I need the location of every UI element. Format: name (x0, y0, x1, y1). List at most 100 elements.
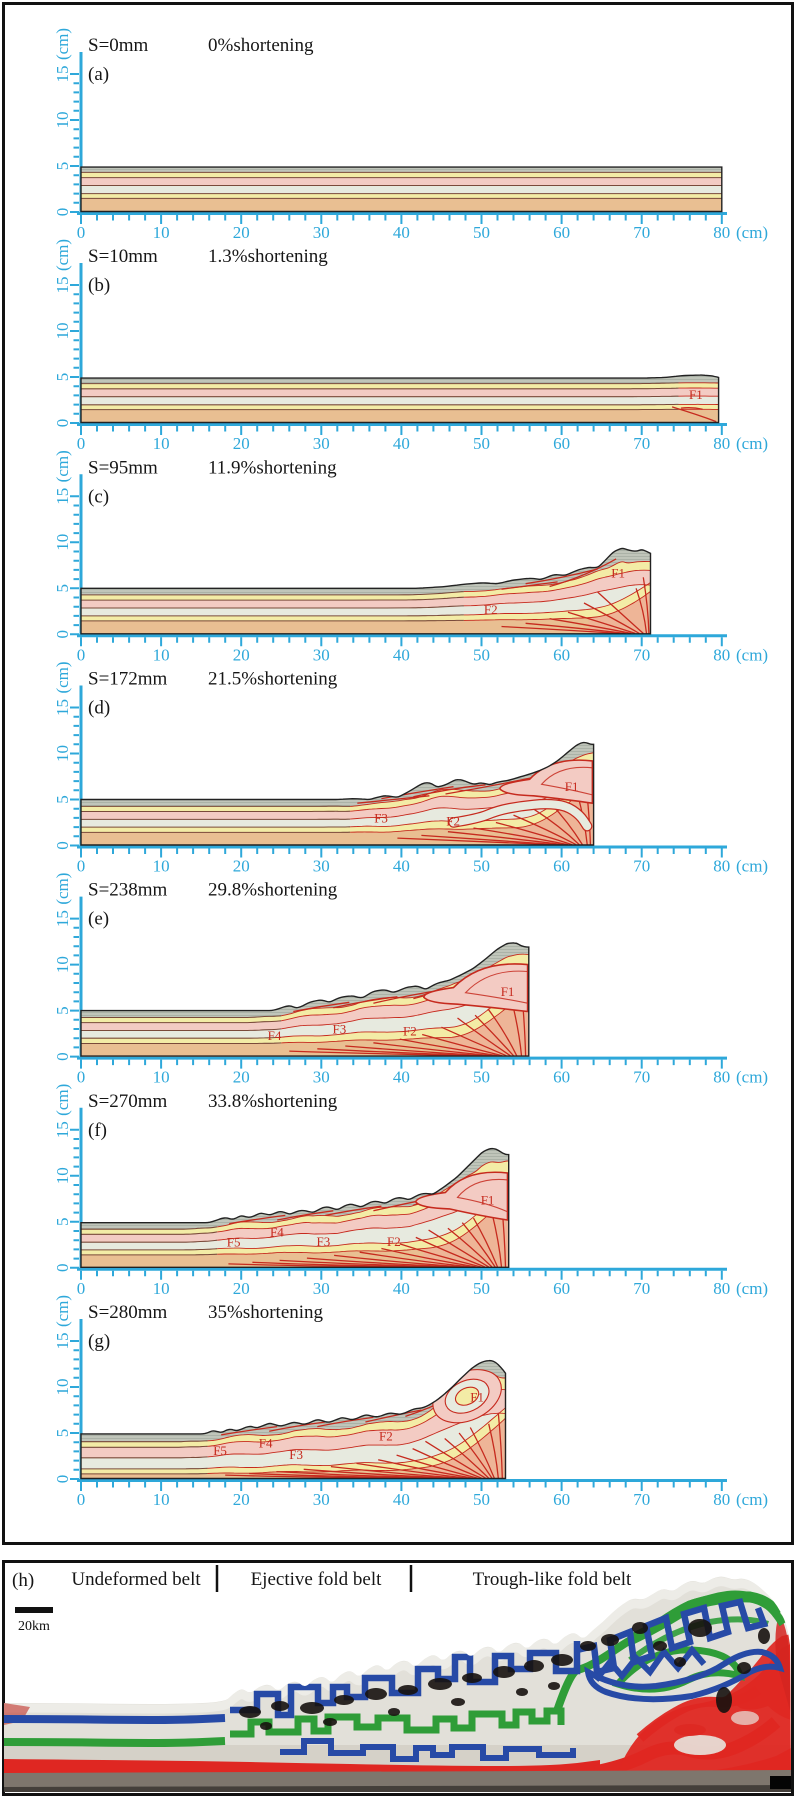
svg-text:(cm): (cm) (736, 1068, 768, 1087)
svg-text:15: 15 (53, 488, 72, 505)
svg-text:80: 80 (713, 857, 730, 876)
svg-text:80: 80 (713, 1279, 730, 1298)
svg-text:(cm): (cm) (736, 645, 768, 664)
svg-text:60: 60 (553, 434, 570, 453)
svg-text:F1: F1 (611, 565, 625, 580)
svg-text:40: 40 (393, 1068, 410, 1087)
svg-text:(cm): (cm) (53, 661, 72, 693)
svg-text:30: 30 (313, 223, 330, 242)
svg-text:(cm): (cm) (53, 450, 72, 482)
svg-text:10: 10 (53, 534, 72, 551)
svg-text:40: 40 (393, 1279, 410, 1298)
svg-text:70: 70 (633, 1490, 650, 1509)
svg-text:40: 40 (393, 1490, 410, 1509)
svg-text:10: 10 (153, 223, 170, 242)
svg-text:60: 60 (553, 857, 570, 876)
svg-text:(cm): (cm) (53, 1295, 72, 1327)
svg-text:33.8%shortening: 33.8%shortening (208, 1091, 338, 1112)
svg-text:(cm): (cm) (736, 857, 768, 876)
svg-text:0%shortening: 0%shortening (208, 35, 314, 56)
svg-text:5: 5 (53, 162, 72, 171)
svg-text:15: 15 (53, 1333, 72, 1350)
svg-text:20: 20 (233, 223, 250, 242)
svg-text:35%shortening: 35%shortening (208, 1302, 324, 1323)
svg-text:10: 10 (153, 1068, 170, 1087)
svg-text:(f): (f) (88, 1120, 107, 1141)
svg-text:80: 80 (713, 1490, 730, 1509)
svg-text:30: 30 (313, 1068, 330, 1087)
svg-text:29.8%shortening: 29.8%shortening (208, 880, 338, 901)
svg-text:10: 10 (153, 857, 170, 876)
svg-text:10: 10 (53, 1167, 72, 1184)
svg-text:S=10mm: S=10mm (88, 246, 158, 267)
svg-text:0: 0 (53, 208, 72, 217)
svg-text:(cm): (cm) (736, 1490, 768, 1509)
svg-text:40: 40 (393, 857, 410, 876)
svg-text:40: 40 (393, 645, 410, 664)
svg-text:80: 80 (713, 223, 730, 242)
svg-text:0: 0 (77, 223, 86, 242)
svg-text:F4: F4 (259, 1436, 273, 1451)
svg-text:0: 0 (53, 419, 72, 428)
svg-text:70: 70 (633, 223, 650, 242)
svg-text:30: 30 (313, 1490, 330, 1509)
svg-text:F1: F1 (689, 387, 703, 402)
svg-text:20: 20 (233, 1490, 250, 1509)
svg-text:(d): (d) (88, 698, 110, 719)
svg-text:60: 60 (553, 645, 570, 664)
svg-text:0: 0 (53, 1052, 72, 1061)
svg-text:F3: F3 (374, 811, 388, 826)
svg-text:(a): (a) (88, 64, 109, 85)
svg-text:(c): (c) (88, 486, 109, 507)
svg-text:Undeformed belt: Undeformed belt (71, 1569, 201, 1590)
svg-text:60: 60 (553, 223, 570, 242)
svg-text:50: 50 (473, 645, 490, 664)
svg-text:0: 0 (77, 645, 86, 664)
svg-text:50: 50 (473, 1279, 490, 1298)
svg-text:5: 5 (53, 1006, 72, 1015)
svg-text:F2: F2 (379, 1428, 393, 1443)
svg-text:50: 50 (473, 857, 490, 876)
svg-text:40: 40 (393, 434, 410, 453)
svg-text:70: 70 (633, 1279, 650, 1298)
svg-text:(cm): (cm) (53, 239, 72, 271)
svg-text:(e): (e) (88, 909, 109, 930)
svg-text:60: 60 (553, 1490, 570, 1509)
svg-text:0: 0 (77, 1279, 86, 1298)
svg-text:5: 5 (53, 373, 72, 382)
svg-text:(cm): (cm) (53, 873, 72, 905)
svg-text:50: 50 (473, 1490, 490, 1509)
svg-text:F1: F1 (470, 1390, 484, 1405)
svg-text:30: 30 (313, 434, 330, 453)
svg-text:F2: F2 (403, 1023, 417, 1038)
svg-text:5: 5 (53, 584, 72, 593)
svg-text:70: 70 (633, 1068, 650, 1087)
svg-text:20: 20 (233, 434, 250, 453)
svg-text:15: 15 (53, 699, 72, 716)
svg-text:15: 15 (53, 1121, 72, 1138)
svg-text:Ejective fold belt: Ejective fold belt (251, 1569, 383, 1590)
svg-text:20: 20 (233, 857, 250, 876)
svg-text:70: 70 (633, 434, 650, 453)
svg-text:S=172mm: S=172mm (88, 669, 168, 690)
svg-text:10: 10 (153, 1279, 170, 1298)
svg-text:F3: F3 (289, 1447, 303, 1462)
svg-text:11.9%shortening: 11.9%shortening (208, 457, 337, 478)
svg-text:F1: F1 (565, 779, 579, 794)
svg-text:F3: F3 (333, 1022, 347, 1037)
svg-text:F2: F2 (387, 1234, 401, 1249)
svg-text:50: 50 (473, 434, 490, 453)
svg-text:0: 0 (53, 1264, 72, 1273)
svg-text:10: 10 (153, 645, 170, 664)
svg-text:60: 60 (553, 1068, 570, 1087)
svg-text:20: 20 (233, 645, 250, 664)
svg-text:F5: F5 (227, 1235, 241, 1250)
svg-text:Trough-like fold belt: Trough-like fold belt (473, 1569, 632, 1590)
svg-text:5: 5 (53, 795, 72, 804)
svg-text:0: 0 (77, 1490, 86, 1509)
svg-text:F4: F4 (270, 1225, 284, 1240)
svg-text:21.5%shortening: 21.5%shortening (208, 669, 338, 690)
svg-text:S=270mm: S=270mm (88, 1091, 168, 1112)
svg-text:10: 10 (53, 1379, 72, 1396)
svg-text:S=95mm: S=95mm (88, 457, 158, 478)
